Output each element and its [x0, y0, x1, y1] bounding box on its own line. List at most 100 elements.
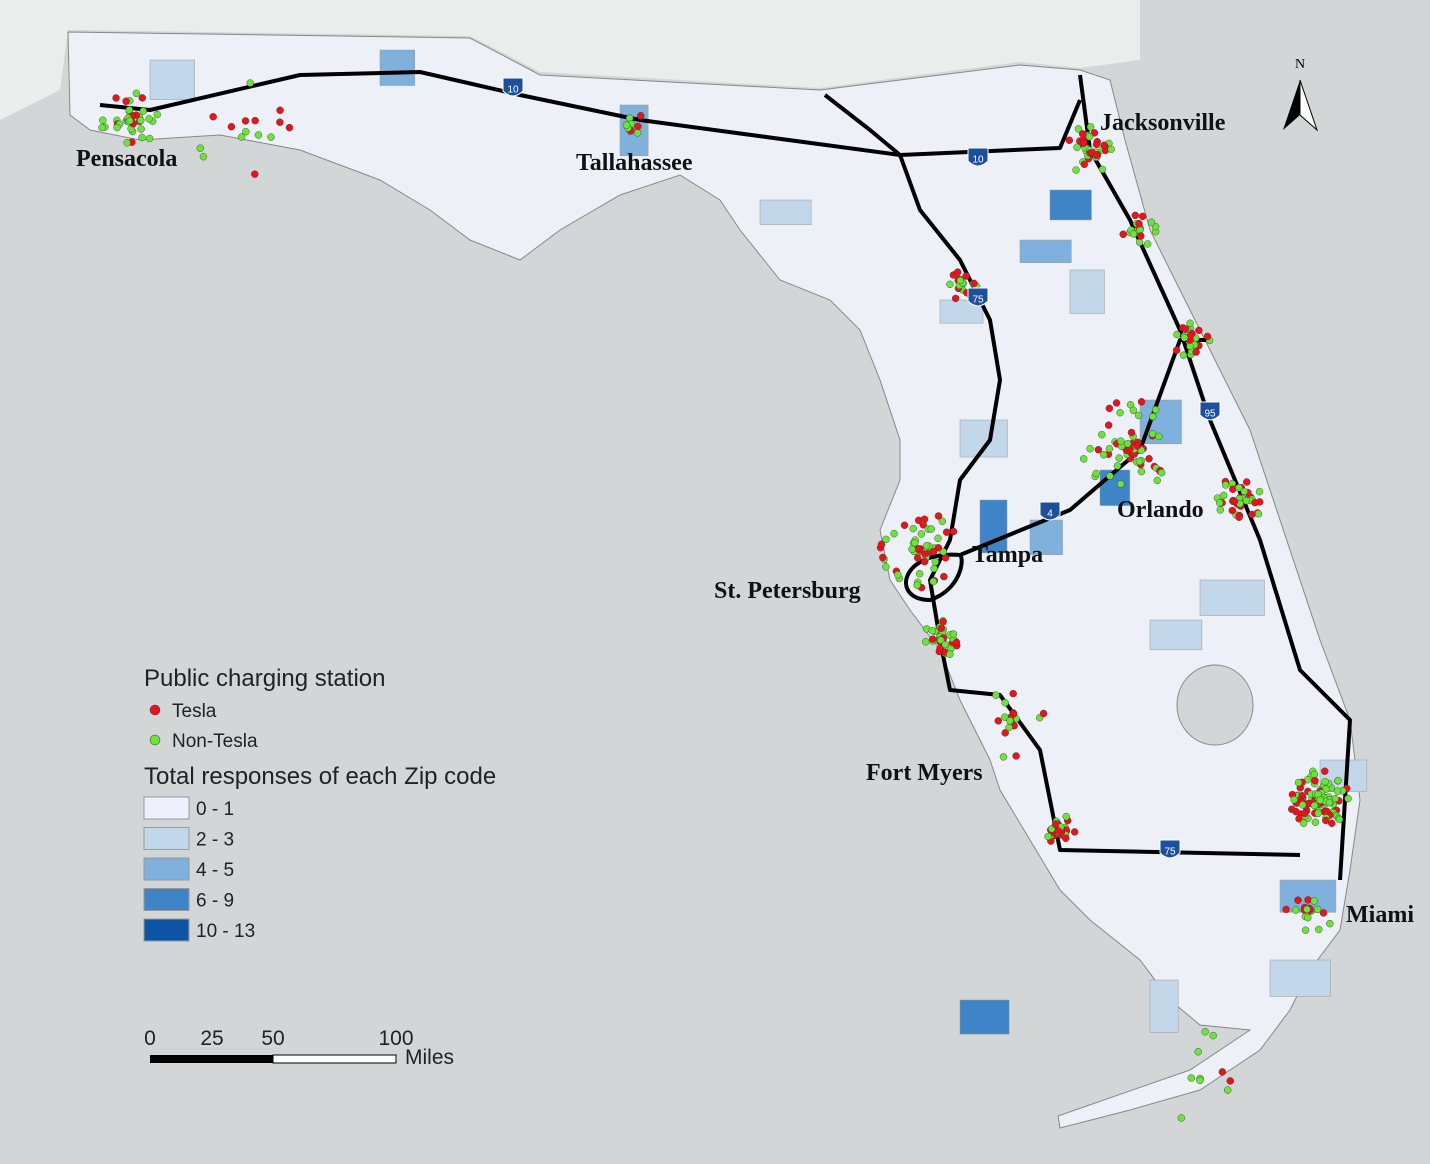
shield-label: 75 — [972, 295, 984, 306]
legend-swatch — [143, 857, 190, 881]
legend-title: Public charging station — [144, 665, 385, 692]
station-dot — [1062, 834, 1070, 842]
station-dot — [922, 638, 930, 646]
stations — [98, 79, 1352, 1122]
station-dot — [1195, 326, 1203, 335]
station-dot — [633, 129, 642, 137]
station-dot — [137, 125, 145, 133]
zip-areas — [149, 49, 1368, 1035]
interstate-shields: 10 10 75 4 95 75 — [502, 77, 1221, 859]
station-dot — [970, 279, 978, 288]
legend: Public charging station Tesla Non-Tesla Tot… — [143, 665, 496, 942]
scale-black — [150, 1055, 273, 1063]
station-dot — [1113, 462, 1122, 470]
station-dot — [934, 534, 942, 543]
arrow-left — [1283, 80, 1300, 130]
zip-area — [1149, 979, 1179, 1033]
station-dot — [930, 564, 938, 573]
station-dot — [929, 547, 938, 556]
shield-label: 10 — [507, 85, 519, 96]
station-dot — [1070, 828, 1079, 836]
legend-dot — [149, 734, 161, 746]
station-dot — [1151, 406, 1160, 414]
station-dot — [1187, 1074, 1196, 1082]
station-dot — [941, 640, 949, 649]
station-dot — [962, 272, 970, 280]
station-dot — [994, 717, 1002, 725]
station-dot — [1072, 166, 1080, 174]
zip-area — [1069, 269, 1105, 314]
station-dot — [1137, 232, 1145, 240]
station-dot — [1119, 230, 1127, 238]
station-dot — [1009, 689, 1017, 698]
station-dot — [123, 139, 131, 147]
scale-label: 50 — [261, 1027, 284, 1050]
station-dot — [1137, 467, 1146, 476]
station-dot — [949, 630, 958, 638]
station-dot — [1115, 454, 1123, 462]
station-dot — [934, 512, 943, 520]
station-dot — [1073, 143, 1081, 152]
station-dot — [112, 94, 120, 102]
station-dot — [1173, 330, 1181, 339]
station-dot — [1148, 430, 1157, 438]
zip-area — [379, 49, 416, 86]
station-dot — [882, 535, 890, 544]
station-dot — [227, 123, 236, 131]
station-dot — [1192, 348, 1200, 356]
station-dot — [1099, 451, 1108, 459]
station-dot — [622, 121, 631, 129]
station-dot — [145, 134, 154, 143]
station-dot — [1221, 481, 1230, 489]
station-dot — [921, 550, 929, 558]
station-dot — [199, 152, 208, 161]
station-dot — [1290, 796, 1298, 804]
station-dot — [939, 547, 947, 556]
station-dot — [1310, 770, 1319, 779]
station-dot — [1325, 798, 1334, 807]
shield-label: 4 — [1047, 509, 1053, 520]
station-dot — [1326, 919, 1334, 928]
legend-dot — [149, 704, 161, 716]
station-dot — [1311, 818, 1320, 826]
station-dot — [1001, 729, 1009, 737]
station-dot — [1051, 820, 1060, 829]
station-dot — [1098, 430, 1106, 439]
station-dot — [267, 133, 275, 141]
station-dot — [1172, 346, 1181, 354]
station-dot — [1153, 476, 1161, 485]
station-dot — [1147, 218, 1156, 227]
station-dot — [920, 515, 929, 523]
station-dot — [946, 280, 954, 289]
city-labels: Pensacola Tallahassee Jacksonville Orlando T… — [76, 110, 1414, 928]
station-dot — [251, 170, 259, 178]
station-dot — [1133, 442, 1142, 450]
station-dot — [1322, 807, 1331, 815]
zip-area — [1019, 239, 1072, 263]
zip-area — [1269, 959, 1331, 997]
legend-swatch — [143, 796, 190, 820]
station-dot — [1248, 510, 1256, 519]
station-dot — [1295, 815, 1303, 823]
station-dot — [1300, 809, 1309, 818]
legend-label: 0 - 1 — [196, 799, 234, 820]
station-dot — [937, 624, 945, 632]
station-dot — [1344, 794, 1352, 803]
station-dot — [1117, 480, 1125, 488]
legend-label: 10 - 13 — [196, 921, 255, 942]
station-dot — [138, 94, 146, 102]
i-10 — [99, 70, 1082, 157]
station-dot — [1107, 145, 1115, 154]
station-dot — [276, 118, 284, 126]
station-dot — [952, 638, 961, 647]
station-dot — [949, 527, 958, 536]
station-dot — [1086, 445, 1094, 453]
station-dot — [1216, 506, 1225, 514]
station-dot — [1242, 478, 1251, 486]
station-dot — [936, 636, 945, 644]
station-dot — [1242, 497, 1251, 505]
zip-area — [959, 419, 1008, 458]
station-dot — [913, 581, 921, 589]
zip-area — [1099, 469, 1131, 506]
city-label: Jacksonville — [1100, 110, 1226, 136]
